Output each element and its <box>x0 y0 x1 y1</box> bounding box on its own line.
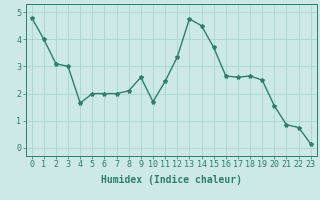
X-axis label: Humidex (Indice chaleur): Humidex (Indice chaleur) <box>101 175 242 185</box>
